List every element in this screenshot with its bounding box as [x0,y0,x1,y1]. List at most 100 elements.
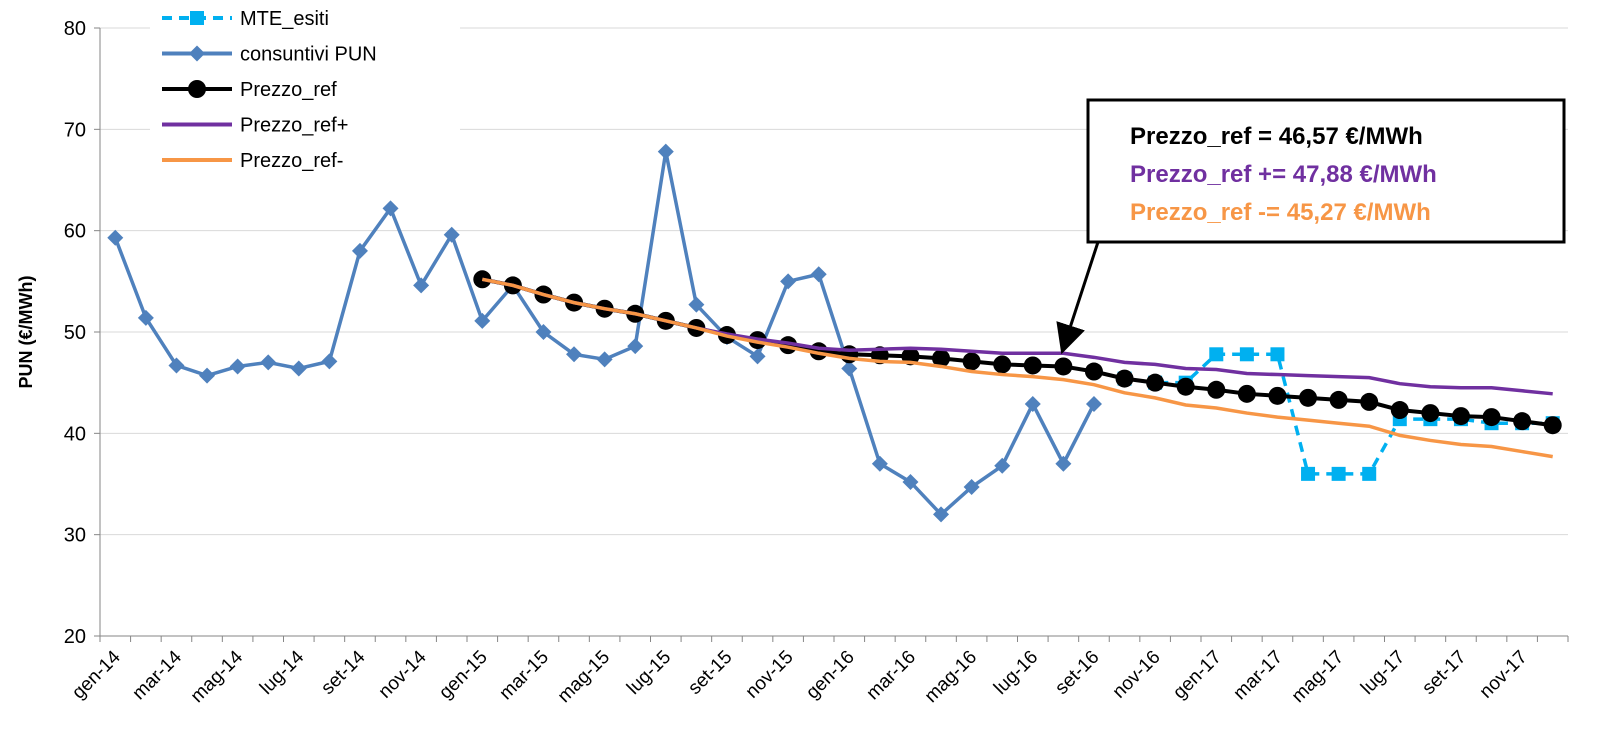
point [933,506,950,523]
point [290,360,307,377]
point [413,277,430,294]
point [1421,404,1440,423]
point [229,358,246,375]
point [1331,466,1346,481]
point [810,266,827,283]
point [780,273,797,290]
point [932,349,951,368]
x-tick-label: mag-17 [1288,647,1348,707]
x-tick-label: set-15 [684,647,736,699]
legend-label: consuntivi PUN [240,44,377,66]
point [1513,412,1532,431]
x-tick-label: gen-14 [68,646,125,703]
x-tick-label: nov-14 [375,646,431,702]
y-tick-label: 50 [64,322,86,344]
point [657,143,674,160]
point [321,353,338,370]
point [871,455,888,472]
y-tick-label: 70 [64,119,86,141]
point [1054,357,1073,376]
point [1543,416,1562,435]
point [1024,395,1041,412]
point [1239,347,1254,362]
x-tick-label: mar-15 [496,647,553,704]
legend-label: Prezzo_ref- [240,150,343,172]
x-tick-label: set-17 [1418,647,1470,699]
series-line [481,277,1553,459]
x-tick-label: gen-16 [802,647,859,704]
point [260,354,277,371]
x-tick-label: nov-17 [1476,647,1532,703]
point [1023,356,1042,375]
annotation-arrow [1056,241,1100,355]
point [1055,455,1072,472]
point [1146,373,1165,392]
legend-label: MTE_esiti [240,8,329,30]
point [627,338,644,355]
series-line [1124,352,1553,476]
x-tick-label: mar-17 [1230,647,1287,704]
legend-marker [189,45,205,62]
x-tick-label: mar-16 [863,647,920,704]
point [749,348,766,365]
point [1362,466,1377,481]
point [107,229,124,246]
point [1207,380,1226,399]
point [1299,388,1318,407]
point [1176,377,1195,396]
y-tick-label: 20 [64,626,86,648]
point [1329,390,1348,409]
x-tick-label: mar-14 [129,646,187,704]
point [596,351,613,368]
point [994,457,1011,474]
legend-label: Prezzo_ref [240,79,337,101]
point [1482,408,1501,427]
x-tick-label: nov-16 [1109,647,1165,703]
point [963,479,980,496]
point [1085,395,1102,412]
x-tick-label: lug-14 [256,646,309,699]
annotation-text: Prezzo_ref -= 45,27 €/MWh [1130,199,1431,226]
point [535,324,552,340]
point [1451,407,1470,426]
x-tick-label: mag-14 [187,646,248,707]
point [199,367,216,384]
y-axis-label: PUN (€/MWh) [16,276,36,389]
x-tick-label: gen-17 [1169,647,1226,704]
point [962,352,981,371]
point [474,312,491,329]
point [1360,392,1379,411]
point [1268,386,1287,405]
annotation-text: Prezzo_ref += 47,88 €/MWh [1130,161,1437,188]
point [841,360,858,377]
x-tick-label: gen-15 [435,647,492,704]
series-line [113,151,1096,517]
annotation-text: Prezzo_ref = 46,57 €/MWh [1130,123,1423,150]
y-tick-label: 40 [64,423,86,445]
legend-label: Prezzo_ref+ [240,115,348,137]
x-tick-label: lug-17 [1357,647,1409,699]
point [1390,401,1409,420]
point [902,473,919,490]
point [1209,347,1224,362]
point [1237,384,1256,403]
point [1115,369,1134,388]
x-tick-label: set-16 [1051,647,1103,699]
x-tick-label: nov-15 [742,647,798,703]
y-tick-label: 80 [64,18,86,40]
x-tick-label: set-14 [317,646,369,698]
point [443,226,460,243]
x-tick-label: mag-16 [921,647,981,707]
point [137,309,154,326]
legend-marker [188,80,206,98]
point [351,242,368,259]
point [1084,362,1103,381]
point [993,355,1012,374]
x-tick-label: lug-15 [623,647,675,699]
x-tick-label: lug-16 [990,647,1042,699]
x-tick-label: mag-15 [554,647,614,707]
point [688,296,705,313]
y-tick-label: 30 [64,525,86,547]
